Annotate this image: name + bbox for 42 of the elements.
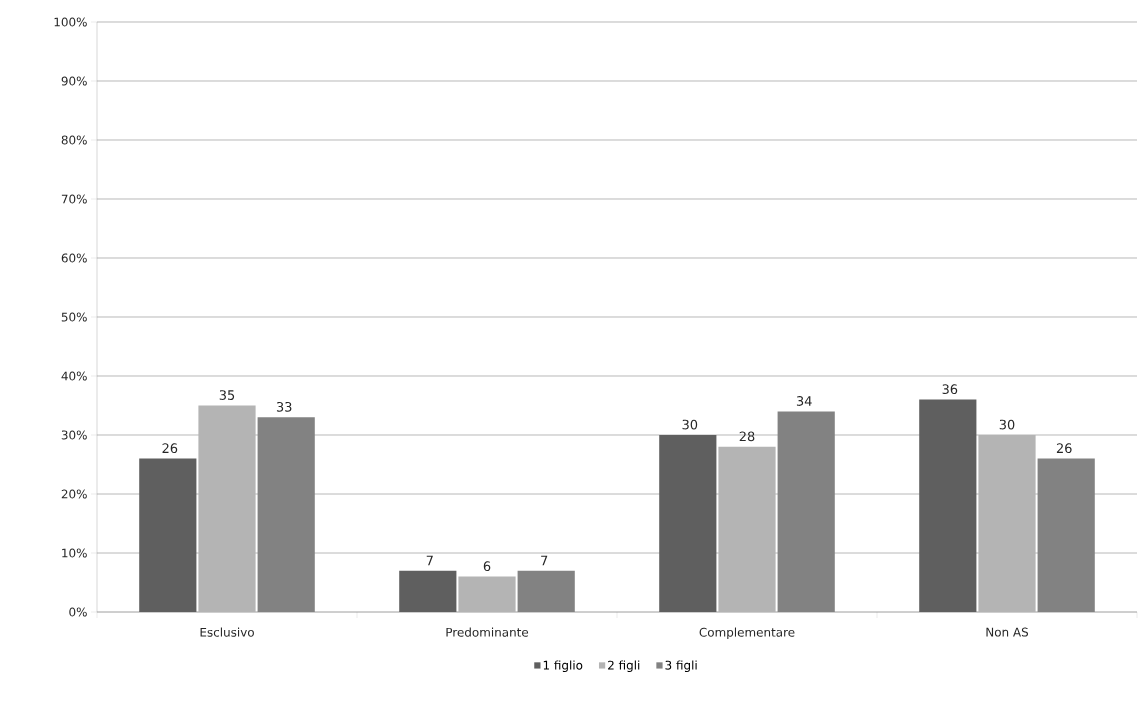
data-label: 35 [219, 390, 235, 400]
y-tick-label: 60% [61, 253, 87, 263]
bar [1037, 458, 1095, 612]
legend-label: 3 figli [665, 660, 697, 672]
y-tick-label: 90% [61, 76, 87, 86]
bar [517, 570, 575, 612]
data-label: 7 [426, 555, 433, 566]
bar [458, 576, 516, 612]
bar [978, 435, 1036, 612]
bar [139, 458, 197, 612]
x-tick-label: Complementare [699, 627, 795, 640]
bar [659, 435, 717, 612]
y-tick-label: 40% [61, 371, 87, 381]
data-label: 30 [682, 419, 698, 430]
bar [198, 405, 256, 612]
bar [257, 417, 315, 612]
bar [777, 411, 835, 612]
data-label: 33 [276, 401, 292, 412]
y-tick-label: 50% [61, 312, 87, 322]
bar [399, 570, 457, 612]
data-label: 26 [1056, 443, 1072, 454]
data-label: 26 [162, 443, 178, 454]
x-tick-label: Predominante [446, 627, 529, 637]
legend-label: 2 figli [608, 660, 640, 672]
data-label: 30 [999, 419, 1015, 430]
data-label: 28 [739, 431, 755, 442]
y-tick-label: 100% [54, 17, 87, 27]
data-label: 36 [942, 384, 958, 395]
x-tick-label: Non AS [986, 627, 1029, 637]
y-tick-label: 20% [61, 489, 87, 499]
data-label: 7 [541, 555, 548, 566]
data-label: 6 [483, 561, 491, 572]
data-label: 34 [796, 396, 812, 406]
y-tick-label: 0% [69, 607, 87, 617]
y-tick-label: 30% [61, 430, 87, 440]
legend-label: 1 figlio [543, 660, 583, 672]
y-tick-label: 80% [61, 135, 87, 145]
x-tick-label: Esclusivo [200, 627, 254, 637]
y-tick-label: 10% [62, 548, 87, 558]
bar [919, 399, 977, 612]
y-tick-label: 70% [61, 194, 87, 204]
bar [718, 446, 776, 612]
